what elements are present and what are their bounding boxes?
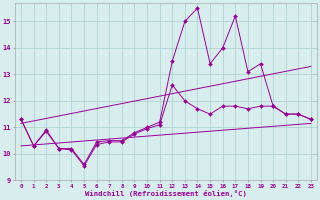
X-axis label: Windchill (Refroidissement éolien,°C): Windchill (Refroidissement éolien,°C) (85, 190, 247, 197)
